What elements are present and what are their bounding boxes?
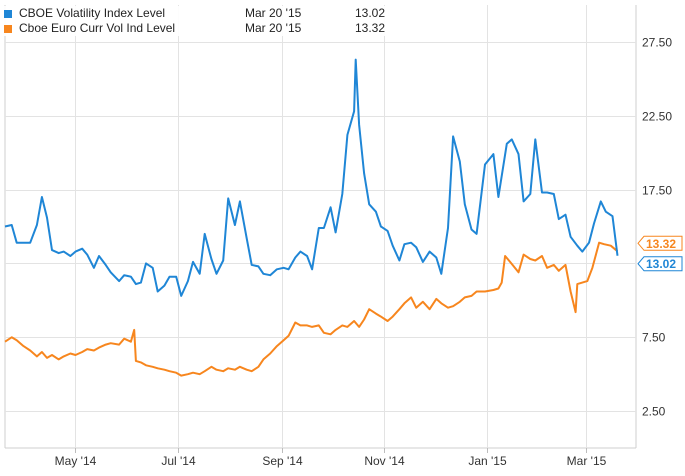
legend-item-vix[interactable]: CBOE Volatility Index Level Mar 20 '15 1… (4, 6, 385, 21)
end-label-box (637, 256, 683, 272)
legend-date: Mar 20 '15 (245, 21, 302, 35)
y-tick-label: 27.50 (642, 36, 672, 50)
legend-value: 13.32 (354, 21, 385, 35)
x-axis: May '14 Jul '14 Sep '14 Nov '14 Jan '15 Mar '… (55, 448, 607, 468)
x-tick-label: Jan '15 (468, 454, 507, 468)
end-label-euro-vol: 13.32 (637, 235, 683, 251)
series-line-vix (4, 58, 619, 297)
legend-date: Mar 20 '15 (245, 6, 302, 20)
x-tick-label: May '14 (55, 454, 97, 468)
legend: CBOE Volatility Index Level Mar 20 '15 1… (4, 6, 385, 36)
y-tick-label: 7.50 (642, 331, 666, 345)
legend-item-euro-vol[interactable]: Cboe Euro Curr Vol Ind Level Mar 20 '15 … (4, 21, 385, 36)
legend-value: 13.02 (354, 6, 385, 20)
y-tick-label: 22.50 (642, 110, 672, 124)
legend-series-name: Cboe Euro Curr Vol Ind Level (19, 21, 176, 35)
end-label-text: 13.32 (646, 237, 676, 251)
x-tick-label: Sep '14 (262, 454, 303, 468)
series-lines (4, 58, 619, 377)
x-tick-label: Jul '14 (161, 454, 196, 468)
legend-swatch-euro-vol (4, 24, 12, 33)
end-label-text: 13.02 (646, 257, 676, 271)
x-tick-label: Mar '15 (567, 454, 607, 468)
end-labels: 13.02 13.32 (637, 235, 683, 272)
series-line-euro-vol (4, 241, 619, 377)
x-tick-label: Nov '14 (364, 454, 405, 468)
grid (4, 5, 637, 449)
legend-series-name: CBOE Volatility Index Level (19, 6, 166, 20)
end-label-vix: 13.02 (637, 256, 683, 272)
y-tick-label: 17.50 (642, 184, 672, 198)
legend-swatch-vix (4, 9, 12, 18)
y-tick-label: 2.50 (642, 405, 666, 419)
end-label-box (637, 235, 683, 251)
